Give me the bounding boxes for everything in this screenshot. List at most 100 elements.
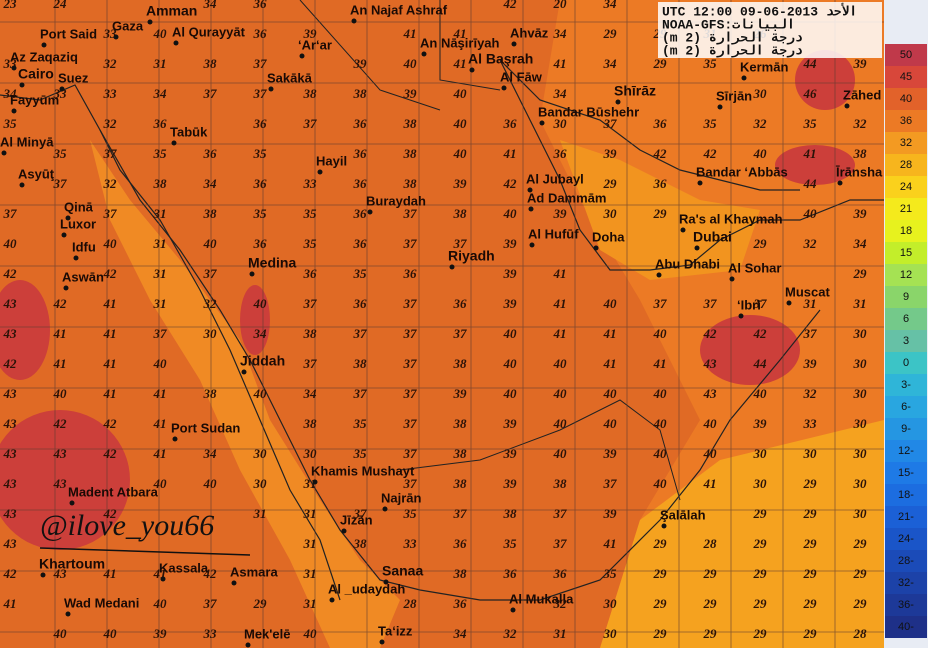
temperature-value: 40 (603, 296, 618, 311)
temperature-value: 40 (203, 476, 218, 491)
temperature-value: 42 (703, 326, 718, 341)
temperature-value: 37 (453, 326, 468, 341)
temperature-value: 39 (603, 446, 618, 461)
temperature-value: 37 (103, 146, 118, 161)
temperature-value: 30 (303, 446, 318, 461)
temperature-value: 35 (253, 146, 268, 161)
temperature-value: 37 (553, 506, 568, 521)
city-dot (593, 245, 599, 251)
temperature-value: 37 (603, 476, 618, 491)
temperature-value: 36 (653, 116, 668, 131)
temperature-value: 37 (203, 266, 218, 281)
temperature-value: 41 (503, 146, 517, 161)
temperature-value: 39 (503, 266, 518, 281)
temperature-value: 41 (553, 56, 567, 71)
temperature-value: 39 (503, 416, 518, 431)
legend-swatch (885, 132, 927, 154)
temperature-value: 39 (853, 206, 868, 221)
temperature-value: 35 (353, 416, 368, 431)
temperature-value: 30 (553, 116, 568, 131)
temperature-value: 30 (853, 356, 868, 371)
temperature-value: 41 (103, 356, 117, 371)
temperature-value: 37 (753, 296, 768, 311)
legend-label: 6- (901, 401, 911, 413)
temperature-value: 38 (203, 56, 218, 71)
temperature-value: 43 (703, 386, 718, 401)
temperature-value: 41 (103, 296, 117, 311)
temperature-value: 36 (553, 146, 568, 161)
city-dot (529, 242, 535, 248)
legend-swatch (885, 176, 927, 198)
temperature-value: 29 (253, 596, 268, 611)
temperature-value: 30 (853, 326, 868, 341)
temperature-value: 37 (403, 386, 418, 401)
city-dot (615, 99, 621, 105)
temperature-value: 30 (253, 446, 268, 461)
city-label: Al Hufūf (528, 226, 579, 241)
city-dot (171, 140, 177, 146)
city-dot (299, 53, 305, 59)
temperature-value: 29 (603, 26, 618, 41)
city-dot (738, 313, 744, 319)
temperature-value: 41 (153, 386, 167, 401)
temperature-value: 28 (703, 536, 718, 551)
legend-swatch (885, 330, 927, 352)
temperature-value: 29 (853, 566, 868, 581)
temperature-value: 38 (403, 176, 418, 191)
temperature-value: 41 (603, 536, 617, 551)
city-dot (367, 209, 373, 215)
legend-label: 50 (900, 49, 912, 61)
city-label: Sīrjān (716, 88, 752, 103)
temperature-value: 32 (803, 386, 818, 401)
temperature-value: 41 (603, 326, 617, 341)
temperature-value: 40 (553, 446, 568, 461)
temperature-value: 33 (103, 26, 118, 41)
temperature-value: 37 (403, 446, 418, 461)
temperature-value: 40 (553, 416, 568, 431)
city-dot (656, 272, 662, 278)
temperature-value: 35 (153, 146, 168, 161)
legend-swatch (885, 616, 927, 638)
city-label: Khartoum (39, 556, 105, 572)
temperature-value: 35 (303, 236, 318, 251)
temperature-value: 29 (753, 506, 768, 521)
temperature-value: 40 (153, 596, 168, 611)
temperature-value: 46 (803, 86, 818, 101)
temperature-value: 32 (553, 596, 568, 611)
temperature-value: 44 (803, 56, 818, 71)
city-label: Cairo (18, 66, 54, 82)
temperature-value: 29 (853, 536, 868, 551)
temperature-value: 40 (503, 356, 518, 371)
city-label: Zāhed (843, 87, 881, 102)
city-label: Al Fāw (500, 69, 543, 84)
legend-label: 28- (898, 555, 914, 567)
legend-swatch (885, 88, 927, 110)
temperature-value: 33 (303, 176, 318, 191)
temperature-value: 32 (103, 116, 118, 131)
city-label: Qinā (64, 199, 94, 214)
temperature-value: 29 (803, 536, 818, 551)
city-label: Port Sudan (171, 420, 240, 435)
temperature-value: 37 (3, 206, 18, 221)
temperature-value: 39 (503, 446, 518, 461)
temperature-value: 37 (403, 416, 418, 431)
legend-label: 36 (900, 115, 912, 127)
city-dot (729, 276, 735, 282)
temperature-value: 31 (803, 296, 817, 311)
temperature-value: 30 (853, 386, 868, 401)
temperature-value: 35 (253, 206, 268, 221)
temperature-value: 37 (403, 296, 418, 311)
temperature-value: 37 (403, 206, 418, 221)
temperature-value: 32 (103, 56, 118, 71)
temperature-value: 36 (453, 536, 468, 551)
legend-swatch (885, 418, 927, 440)
legend-swatch (885, 594, 927, 616)
city-label: Sakākā (267, 70, 313, 85)
temperature-value: 43 (3, 386, 18, 401)
temperature-value: 33 (203, 626, 218, 641)
temperature-value: 29 (653, 536, 668, 551)
temperature-value: 40 (253, 296, 268, 311)
temperature-value: 40 (53, 626, 68, 641)
temperature-value: 39 (603, 506, 618, 521)
temperature-value: 31 (153, 296, 167, 311)
